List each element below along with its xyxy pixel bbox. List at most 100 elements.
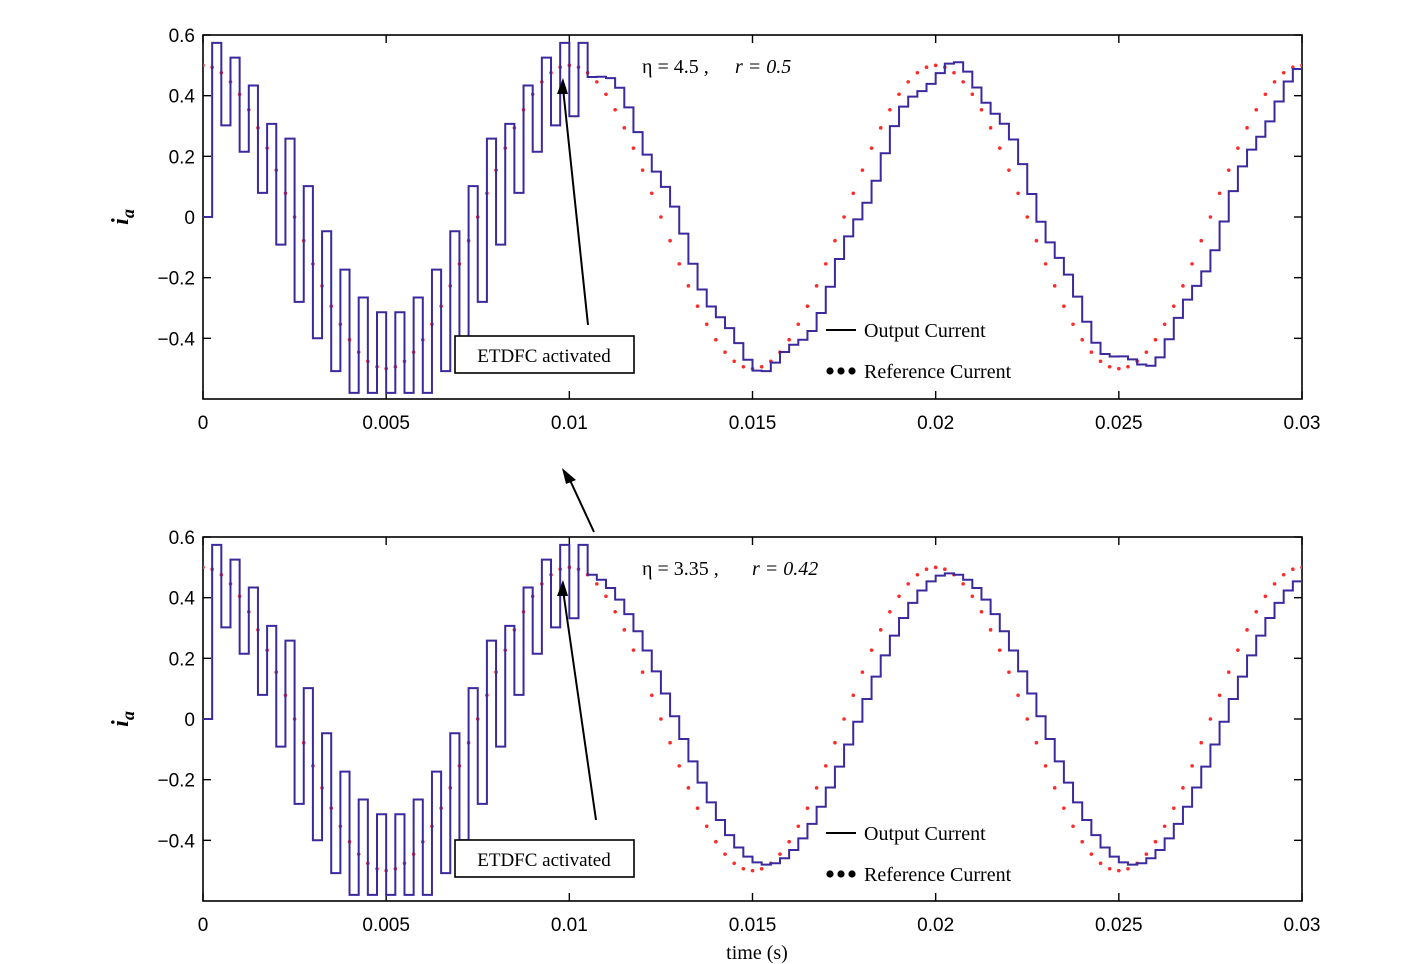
reference-point	[1190, 764, 1194, 768]
y-tick-label: 0	[184, 208, 195, 229]
x-tick-label: 0.03	[1284, 413, 1321, 434]
reference-point	[1281, 572, 1286, 577]
reference-point	[686, 786, 691, 790]
reference-point	[668, 740, 672, 745]
reference-point	[723, 852, 727, 856]
reference-point	[1162, 824, 1167, 829]
reference-point	[1226, 670, 1231, 674]
reference-point	[1300, 63, 1302, 68]
reference-point	[1263, 594, 1268, 599]
y-axis-label-main: i	[108, 218, 134, 225]
reference-point	[203, 63, 205, 68]
x-tick-label: 0.02	[917, 413, 954, 434]
reference-point	[759, 364, 764, 369]
etdfc-label: ETDFC activated	[477, 850, 611, 871]
y-tick-label: 0.6	[169, 26, 195, 47]
reference-point	[842, 717, 846, 721]
reference-point	[1025, 215, 1030, 219]
reference-point	[1226, 168, 1231, 172]
reference-point	[1052, 284, 1057, 288]
x-tick-label: 0.025	[1095, 915, 1143, 936]
x-tick-label: 0.01	[551, 915, 588, 936]
reference-point	[677, 262, 682, 266]
reference-point	[1199, 238, 1204, 243]
reference-point	[1245, 628, 1249, 632]
reference-point	[649, 693, 654, 698]
y-tick-label: 0.4	[169, 589, 196, 610]
reference-point	[1181, 786, 1185, 790]
reference-point	[704, 824, 709, 829]
reference-point	[915, 572, 920, 577]
reference-point	[814, 786, 819, 790]
y-axis-label-main: i	[108, 720, 134, 727]
legend-reference-swatch-dot	[826, 870, 834, 878]
reference-point	[622, 126, 627, 130]
reference-point	[997, 146, 1002, 150]
reference-point	[1126, 866, 1130, 871]
reference-point	[833, 740, 837, 745]
reference-point	[649, 191, 654, 196]
reference-point	[1272, 582, 1277, 586]
reference-point	[1089, 852, 1094, 856]
legend-reference-label: Reference Current	[864, 361, 1012, 383]
reference-point	[1144, 350, 1149, 354]
reference-current-series	[203, 565, 1302, 873]
reference-point	[704, 322, 709, 327]
reference-point	[1144, 852, 1149, 856]
reference-point	[1208, 215, 1213, 219]
reference-point	[732, 861, 736, 866]
connector-arrow	[562, 468, 595, 533]
reference-point	[1300, 565, 1302, 570]
reference-point	[1181, 284, 1185, 288]
reference-point	[851, 693, 856, 698]
reference-point	[595, 582, 599, 586]
x-tick-label: 0.005	[362, 413, 410, 434]
reference-point	[833, 238, 837, 243]
reference-current-series	[203, 63, 1302, 371]
reference-point	[1025, 717, 1030, 721]
reference-point	[732, 359, 736, 364]
x-tick-label: 0.015	[729, 915, 777, 936]
legend-reference-swatch-dot	[848, 870, 856, 878]
plot-area	[203, 41, 1302, 394]
x-tick-label: 0.005	[362, 915, 410, 936]
reference-point	[778, 852, 782, 856]
r-annotation: r = 0.5	[735, 56, 791, 78]
reference-point	[787, 839, 791, 844]
reference-point	[888, 609, 892, 614]
reference-point	[622, 628, 627, 632]
legend-reference-label: Reference Current	[864, 864, 1012, 886]
reference-point	[1281, 70, 1286, 75]
etdfc-label: ETDFC activated	[477, 346, 611, 367]
reference-point	[1007, 670, 1011, 674]
reference-point	[668, 238, 672, 243]
reference-point	[1062, 304, 1066, 308]
reference-point	[979, 609, 984, 614]
reference-point	[1126, 364, 1130, 369]
reference-point	[759, 866, 764, 871]
y-tick-label: −0.2	[157, 269, 195, 290]
eta-annotation: η = 3.35 ,	[642, 558, 719, 580]
reference-point	[961, 582, 965, 586]
etdfc-arrow-shaft	[562, 589, 597, 821]
reference-point	[1062, 806, 1066, 810]
y-axis-label-sub: a	[118, 209, 138, 218]
reference-point	[1098, 359, 1103, 364]
x-tick-label: 0	[198, 413, 209, 434]
reference-point	[631, 648, 636, 652]
reference-point	[1272, 80, 1277, 84]
reference-point	[878, 628, 883, 632]
y-tick-label: 0.2	[169, 147, 195, 168]
y-axis-label-sub: a	[118, 711, 138, 720]
reference-point	[1117, 868, 1121, 873]
reference-point	[924, 567, 929, 572]
x-tick-label: 0.03	[1284, 915, 1321, 936]
x-axis-label: time (s)	[726, 942, 788, 964]
reference-point	[1236, 146, 1240, 150]
reference-point	[741, 866, 746, 871]
r-annotation: r = 0.42	[752, 558, 818, 580]
reference-point	[1016, 693, 1020, 698]
reference-point	[997, 648, 1002, 652]
reference-point	[888, 107, 892, 112]
